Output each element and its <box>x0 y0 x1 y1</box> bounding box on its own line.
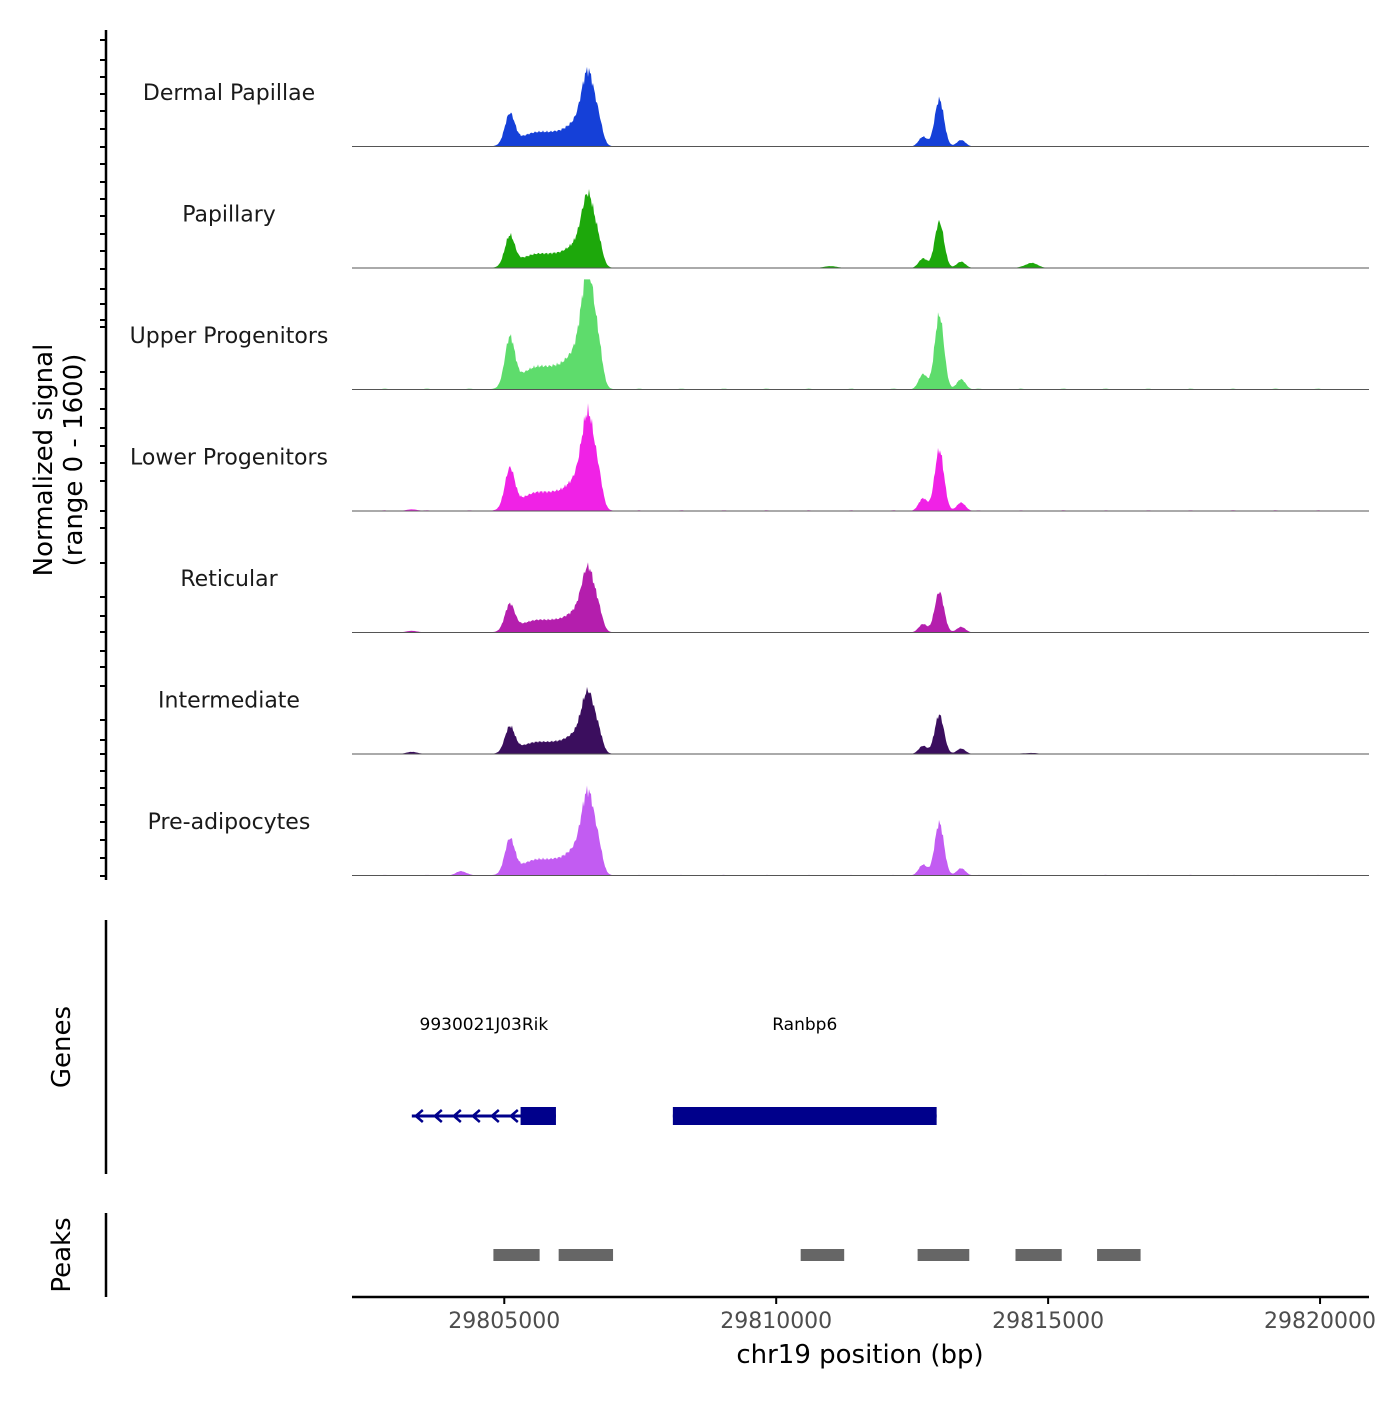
track-dermal-papillae: Dermal Papillae <box>143 66 1369 147</box>
peak-region <box>917 1249 970 1261</box>
gene-ranbp6: Ranbp6 <box>672 1015 937 1125</box>
x-tick-label: 29815000 <box>992 1309 1104 1334</box>
strand-arrow <box>470 1109 481 1123</box>
track-label: Dermal Papillae <box>143 81 315 106</box>
x-tick-label: 29810000 <box>720 1309 832 1334</box>
strand-arrow <box>489 1109 500 1123</box>
peak-region <box>800 1249 845 1261</box>
signal-y-axis <box>100 30 108 880</box>
track-upper-progenitors: Upper Progenitors <box>130 279 1369 390</box>
signal-area <box>352 562 1369 633</box>
track-label: Lower Progenitors <box>130 446 328 471</box>
peak-region <box>493 1249 540 1261</box>
signal-area <box>352 188 1369 268</box>
signal-y-axis-label-line2: (range 0 - 1600) <box>59 354 89 567</box>
strand-arrow <box>451 1109 462 1123</box>
track-papillary: Papillary <box>182 188 1369 269</box>
track-pre-adipocytes: Pre-adipocytes <box>148 785 1369 876</box>
signal-area <box>352 785 1369 876</box>
gene-exon <box>672 1107 937 1125</box>
gene-label: 9930021J03Rik <box>420 1015 549 1035</box>
track-label: Upper Progenitors <box>130 324 329 349</box>
signal-y-axis-label: Normalized signal (range 0 - 1600) <box>29 344 89 577</box>
track-label: Intermediate <box>158 689 300 714</box>
peak-region <box>558 1249 614 1261</box>
peak-region <box>1097 1249 1141 1261</box>
strand-arrow <box>413 1109 424 1123</box>
gene-track: 9930021J03Rik Ranbp6 <box>411 1015 937 1125</box>
signal-area <box>352 403 1369 511</box>
peaks-panel-label: Peaks <box>47 1217 77 1292</box>
strand-arrow <box>508 1109 519 1123</box>
x-axis: 29805000 29810000 29815000 29820000 <box>352 1295 1376 1334</box>
track-reticular: Reticular <box>180 562 1369 633</box>
x-tick-label: 29805000 <box>448 1309 560 1334</box>
peak-region <box>1015 1249 1062 1261</box>
signal-area <box>352 686 1369 754</box>
signal-y-axis-label-line1: Normalized signal <box>29 344 59 577</box>
x-tick-label: 29820000 <box>1264 1309 1376 1334</box>
signal-area <box>352 279 1369 390</box>
gene-exon <box>520 1107 556 1125</box>
track-label: Papillary <box>182 203 276 228</box>
track-intermediate: Intermediate <box>158 686 1369 755</box>
strand-arrow <box>432 1109 443 1123</box>
signal-area <box>352 66 1369 147</box>
track-label: Pre-adipocytes <box>148 810 311 835</box>
gene-9930021j03rik: 9930021J03Rik <box>411 1015 556 1125</box>
gene-label: Ranbp6 <box>772 1015 837 1035</box>
peak-track <box>493 1249 1141 1261</box>
track-label: Reticular <box>180 567 278 592</box>
x-axis-label: chr19 position (bp) <box>736 1340 983 1370</box>
track-lower-progenitors: Lower Progenitors <box>130 403 1369 512</box>
genes-panel-label: Genes <box>47 1006 77 1088</box>
signal-tracks: Dermal Papillae Papillary Upper Progenitor… <box>130 66 1369 876</box>
